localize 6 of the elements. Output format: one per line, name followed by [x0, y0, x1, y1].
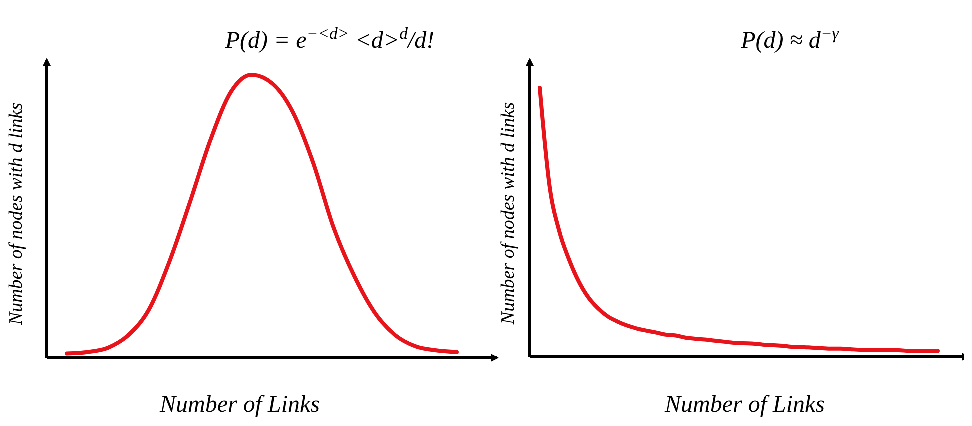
x-axis-title: Number of Links [664, 392, 826, 418]
y-axis-title: Number of nodes with d links [498, 102, 519, 326]
x-axis-title: Number of Links [158, 392, 320, 418]
chart-title: P(d) ≈ d$^{−γ}$ [740, 24, 840, 54]
y-axis-title: Number of nodes with d links [6, 102, 27, 326]
chart-title: P(d) = e$^{−<d>}$ <d>$^{d}$/d! [224, 24, 435, 54]
